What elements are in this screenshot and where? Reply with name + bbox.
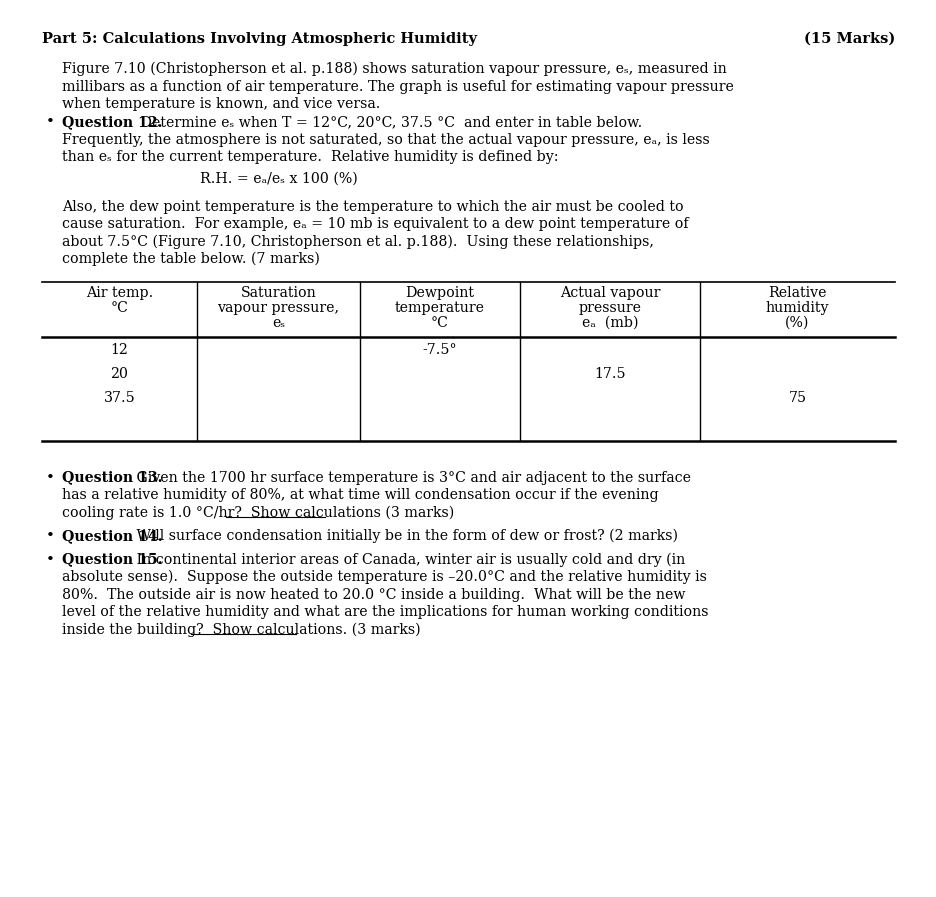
Text: has a relative humidity of 80%, at what time will condensation occur if the even: has a relative humidity of 80%, at what … — [62, 488, 658, 502]
Text: 12: 12 — [110, 343, 128, 356]
Text: cause saturation.  For example, eₐ = 10 mb is equivalent to a dew point temperat: cause saturation. For example, eₐ = 10 m… — [62, 217, 688, 231]
Text: Air temp.: Air temp. — [86, 285, 153, 300]
Text: than eₛ for the current temperature.  Relative humidity is defined by:: than eₛ for the current temperature. Rel… — [62, 150, 558, 164]
Text: 75: 75 — [787, 390, 806, 405]
Text: when temperature is known, and vice versa.: when temperature is known, and vice vers… — [62, 97, 380, 111]
Text: -7.5°: -7.5° — [422, 343, 457, 356]
Text: Relative: Relative — [768, 285, 826, 300]
Text: 37.5: 37.5 — [104, 390, 135, 405]
Text: In continental interior areas of Canada, winter air is usually cold and dry (in: In continental interior areas of Canada,… — [132, 553, 685, 567]
Text: complete the table below. (7 marks): complete the table below. (7 marks) — [62, 252, 319, 266]
Text: 17.5: 17.5 — [593, 367, 625, 380]
Text: 20: 20 — [110, 367, 128, 380]
Text: Actual vapour: Actual vapour — [559, 285, 660, 300]
Text: absolute sense).  Suppose the outside temperature is –20.0°C and the relative hu: absolute sense). Suppose the outside tem… — [62, 570, 706, 584]
Text: Question 15.: Question 15. — [62, 553, 163, 567]
Text: •: • — [46, 115, 55, 129]
Text: Saturation: Saturation — [241, 285, 316, 300]
Text: Question 13.: Question 13. — [62, 471, 162, 484]
Text: Will surface condensation initially be in the form of dew or frost? (2 marks): Will surface condensation initially be i… — [132, 529, 678, 544]
Text: Dewpoint: Dewpoint — [405, 285, 474, 300]
Text: vapour pressure,: vapour pressure, — [217, 300, 339, 315]
Text: Determine eₛ when T = 12°C, 20°C, 37.5 °C  and enter in table below.: Determine eₛ when T = 12°C, 20°C, 37.5 °… — [136, 115, 641, 129]
Text: eₐ  (mb): eₐ (mb) — [581, 316, 637, 329]
Text: eₛ: eₛ — [271, 316, 285, 329]
Text: millibars as a function of air temperature. The graph is useful for estimating v: millibars as a function of air temperatu… — [62, 80, 733, 93]
Text: temperature: temperature — [395, 300, 485, 315]
Text: inside the building?  Show calculations. (3 marks): inside the building? Show calculations. … — [62, 623, 420, 637]
Text: °C: °C — [431, 316, 448, 329]
Text: pressure: pressure — [578, 300, 641, 315]
Text: about 7.5°C (Figure 7.10, Christopherson et al. p.188).  Using these relationshi: about 7.5°C (Figure 7.10, Christopherson… — [62, 234, 653, 248]
Text: °C: °C — [110, 300, 128, 315]
Text: Also, the dew point temperature is the temperature to which the air must be cool: Also, the dew point temperature is the t… — [62, 199, 683, 213]
Text: level of the relative humidity and what are the implications for human working c: level of the relative humidity and what … — [62, 605, 708, 619]
Text: Part 5: Calculations Involving Atmospheric Humidity: Part 5: Calculations Involving Atmospher… — [42, 32, 476, 46]
Text: Frequently, the atmosphere is not saturated, so that the actual vapour pressure,: Frequently, the atmosphere is not satura… — [62, 133, 709, 146]
Text: Figure 7.10 (Christopherson et al. p.188) shows saturation vapour pressure, eₛ, : Figure 7.10 (Christopherson et al. p.188… — [62, 62, 726, 76]
Text: R.H. = eₐ/eₛ x 100 (%): R.H. = eₐ/eₛ x 100 (%) — [199, 171, 358, 186]
Text: 80%.  The outside air is now heated to 20.0 °C inside a building.  What will be : 80%. The outside air is now heated to 20… — [62, 588, 685, 602]
Text: Given the 1700 hr surface temperature is 3°C and air adjacent to the surface: Given the 1700 hr surface temperature is… — [132, 471, 691, 484]
Text: cooling rate is 1.0 °C/hr?  Show calculations (3 marks): cooling rate is 1.0 °C/hr? Show calculat… — [62, 506, 454, 520]
Text: •: • — [46, 471, 55, 484]
Text: (%): (%) — [784, 316, 809, 329]
Text: humidity: humidity — [765, 300, 828, 315]
Text: Question 12.: Question 12. — [62, 115, 162, 129]
Text: •: • — [46, 529, 55, 543]
Text: Question 14.: Question 14. — [62, 529, 163, 543]
Text: (15 Marks): (15 Marks) — [803, 32, 894, 46]
Text: •: • — [46, 553, 55, 567]
